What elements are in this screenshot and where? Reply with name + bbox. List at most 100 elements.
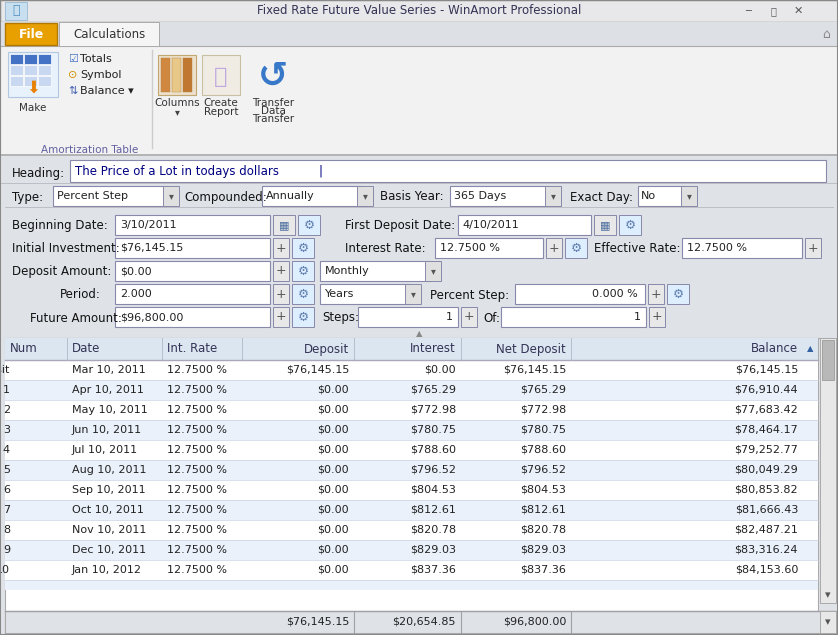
Text: $0.00: $0.00 bbox=[318, 445, 349, 455]
Text: Monthly: Monthly bbox=[325, 266, 370, 276]
Text: $76,145.15: $76,145.15 bbox=[120, 243, 184, 253]
Text: Deposit: Deposit bbox=[303, 342, 349, 356]
Text: ⚙: ⚙ bbox=[624, 218, 636, 232]
Bar bbox=[273, 261, 289, 281]
Text: $96,800.00: $96,800.00 bbox=[120, 312, 184, 322]
Bar bbox=[24, 65, 37, 75]
Bar bbox=[320, 284, 410, 304]
Text: Heading:: Heading: bbox=[12, 168, 65, 180]
Bar bbox=[458, 215, 591, 235]
Text: $76,910.44: $76,910.44 bbox=[734, 385, 798, 395]
Text: ↺: ↺ bbox=[258, 60, 288, 94]
Bar bbox=[10, 65, 23, 75]
Text: Num: Num bbox=[10, 342, 38, 356]
Text: $0.00: $0.00 bbox=[318, 385, 349, 395]
Bar bbox=[546, 238, 562, 258]
Text: ⚙: ⚙ bbox=[571, 241, 582, 255]
Bar bbox=[0, 155, 838, 395]
Text: Interest: Interest bbox=[411, 342, 456, 356]
Bar bbox=[805, 238, 821, 258]
Bar bbox=[0, 0, 838, 22]
Bar bbox=[5, 580, 818, 590]
Text: Calculations: Calculations bbox=[73, 27, 145, 41]
Text: $0.00: $0.00 bbox=[318, 545, 349, 555]
Text: ⊙: ⊙ bbox=[68, 70, 77, 80]
Text: +: + bbox=[808, 241, 819, 255]
Bar bbox=[24, 54, 37, 64]
Text: $765.29: $765.29 bbox=[520, 385, 566, 395]
Bar bbox=[38, 76, 51, 86]
Text: Of:: Of: bbox=[483, 312, 500, 324]
Text: The Price of a Lot in todays dollars: The Price of a Lot in todays dollars bbox=[75, 164, 279, 178]
Text: 8: 8 bbox=[3, 525, 10, 535]
Text: 12.7500 %: 12.7500 % bbox=[167, 485, 227, 495]
Text: $84,153.60: $84,153.60 bbox=[735, 565, 798, 575]
Bar bbox=[5, 500, 818, 520]
Text: File: File bbox=[18, 27, 44, 41]
Bar bbox=[65, 68, 145, 82]
Text: $76,145.15: $76,145.15 bbox=[286, 365, 349, 375]
Bar bbox=[70, 160, 826, 182]
Text: 4: 4 bbox=[3, 445, 10, 455]
Text: $0.00: $0.00 bbox=[318, 525, 349, 535]
Text: $788.60: $788.60 bbox=[410, 445, 456, 455]
Bar bbox=[5, 540, 818, 560]
Text: Years: Years bbox=[325, 289, 354, 299]
Bar bbox=[681, 186, 697, 206]
Text: 12.7500 %: 12.7500 % bbox=[167, 365, 227, 375]
Bar bbox=[820, 611, 836, 633]
Text: +: + bbox=[549, 241, 559, 255]
Text: 12.7500 %: 12.7500 % bbox=[167, 465, 227, 475]
Text: $796.52: $796.52 bbox=[520, 465, 566, 475]
Text: $80,049.29: $80,049.29 bbox=[734, 465, 798, 475]
Text: Percent Step:: Percent Step: bbox=[430, 288, 510, 302]
Text: +: + bbox=[276, 311, 287, 323]
Text: 5: 5 bbox=[3, 465, 10, 475]
Bar bbox=[545, 186, 561, 206]
Text: ⚙: ⚙ bbox=[297, 241, 308, 255]
Text: $76,145.15: $76,145.15 bbox=[503, 365, 566, 375]
Text: Transfer: Transfer bbox=[252, 114, 294, 124]
Text: 12.7500 %: 12.7500 % bbox=[167, 525, 227, 535]
Bar bbox=[5, 611, 838, 633]
Text: Type:: Type: bbox=[12, 190, 43, 203]
Bar bbox=[667, 284, 689, 304]
Text: 12.7500 %: 12.7500 % bbox=[167, 425, 227, 435]
Text: $0.00: $0.00 bbox=[318, 485, 349, 495]
Bar bbox=[461, 307, 477, 327]
Text: $812.61: $812.61 bbox=[520, 505, 566, 515]
Text: 12.7500 %: 12.7500 % bbox=[167, 545, 227, 555]
Text: 12.7500 %: 12.7500 % bbox=[167, 445, 227, 455]
Text: Sep 10, 2011: Sep 10, 2011 bbox=[72, 485, 146, 495]
Text: ▾: ▾ bbox=[431, 266, 436, 276]
Bar bbox=[248, 55, 298, 95]
Text: +: + bbox=[463, 311, 474, 323]
Text: Future Amount:: Future Amount: bbox=[30, 312, 122, 324]
Bar bbox=[5, 23, 57, 45]
Text: $79,252.77: $79,252.77 bbox=[734, 445, 798, 455]
Bar bbox=[594, 215, 616, 235]
Text: Nov 10, 2011: Nov 10, 2011 bbox=[72, 525, 147, 535]
Text: 365 Days: 365 Days bbox=[454, 191, 506, 201]
Text: +: + bbox=[652, 311, 662, 323]
Text: Transfer: Transfer bbox=[252, 98, 294, 108]
Text: $0.00: $0.00 bbox=[120, 266, 152, 276]
Bar bbox=[161, 58, 170, 92]
Text: Deposit: Deposit bbox=[0, 365, 10, 375]
Text: $780.75: $780.75 bbox=[410, 425, 456, 435]
Text: $0.00: $0.00 bbox=[424, 365, 456, 375]
Bar bbox=[115, 261, 270, 281]
Text: Columns: Columns bbox=[154, 98, 199, 108]
Text: 12.7500 %: 12.7500 % bbox=[440, 243, 500, 253]
Text: Symbol: Symbol bbox=[80, 70, 122, 80]
Text: Initial Investment:: Initial Investment: bbox=[12, 243, 120, 255]
Bar bbox=[8, 52, 58, 97]
Bar bbox=[273, 307, 289, 327]
Bar bbox=[5, 460, 818, 480]
Text: 7: 7 bbox=[3, 505, 10, 515]
Text: First Deposit Date:: First Deposit Date: bbox=[345, 220, 455, 232]
Bar bbox=[822, 340, 834, 380]
Bar bbox=[682, 238, 802, 258]
Bar bbox=[619, 215, 641, 235]
Text: 12.7500 %: 12.7500 % bbox=[167, 405, 227, 415]
